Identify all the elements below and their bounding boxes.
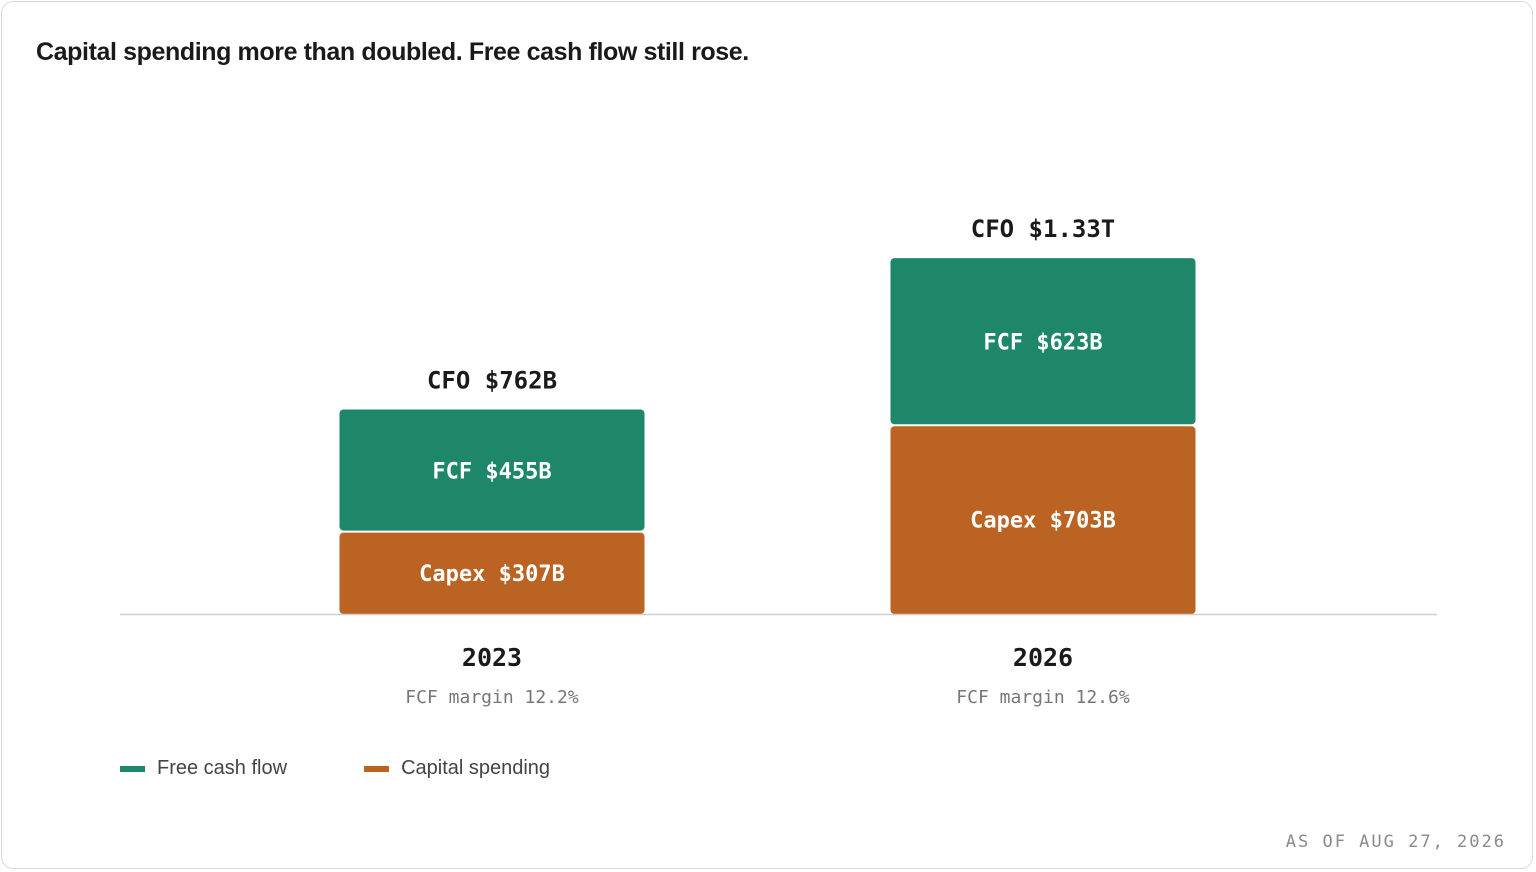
- legend-item-capital-spending: Capital spending: [364, 757, 550, 780]
- x-tick-label-2023: 2023: [462, 643, 522, 672]
- chart-title: Capital spending more than doubled. Free…: [36, 38, 749, 66]
- legend-swatch-fcf: [120, 765, 145, 772]
- data-label-capex-2026: Capex $703B: [970, 509, 1116, 534]
- bar-capex-2023: [339, 532, 645, 614]
- total-label-2026: CFO $1.33T: [971, 215, 1116, 243]
- sublabel-2026: FCF margin 12.6%: [956, 687, 1130, 708]
- as-of-date: AS OF AUG 27, 2026: [1285, 832, 1506, 852]
- legend-swatch-capex: [364, 765, 390, 772]
- data-label-capex-2023: Capex $307B: [419, 562, 565, 587]
- bar-fcf-2023: [339, 409, 645, 531]
- bar-capex-2026: [890, 426, 1196, 614]
- legend-item-free-cash-flow: Free cash flow: [120, 757, 287, 780]
- legend: Free cash flow Capital spending: [120, 757, 627, 780]
- data-label-fcf-2026: FCF $623B: [983, 331, 1102, 356]
- data-label-fcf-2023: FCF $455B: [432, 460, 551, 485]
- bar-fcf-2026: [890, 258, 1196, 425]
- sublabel-2023: FCF margin 12.2%: [405, 687, 579, 708]
- x-tick-label-2026: 2026: [1013, 643, 1073, 672]
- legend-label-capex: Capital spending: [401, 757, 551, 779]
- legend-label-fcf: Free cash flow: [157, 757, 288, 779]
- total-label-2023: CFO $762B: [427, 366, 557, 394]
